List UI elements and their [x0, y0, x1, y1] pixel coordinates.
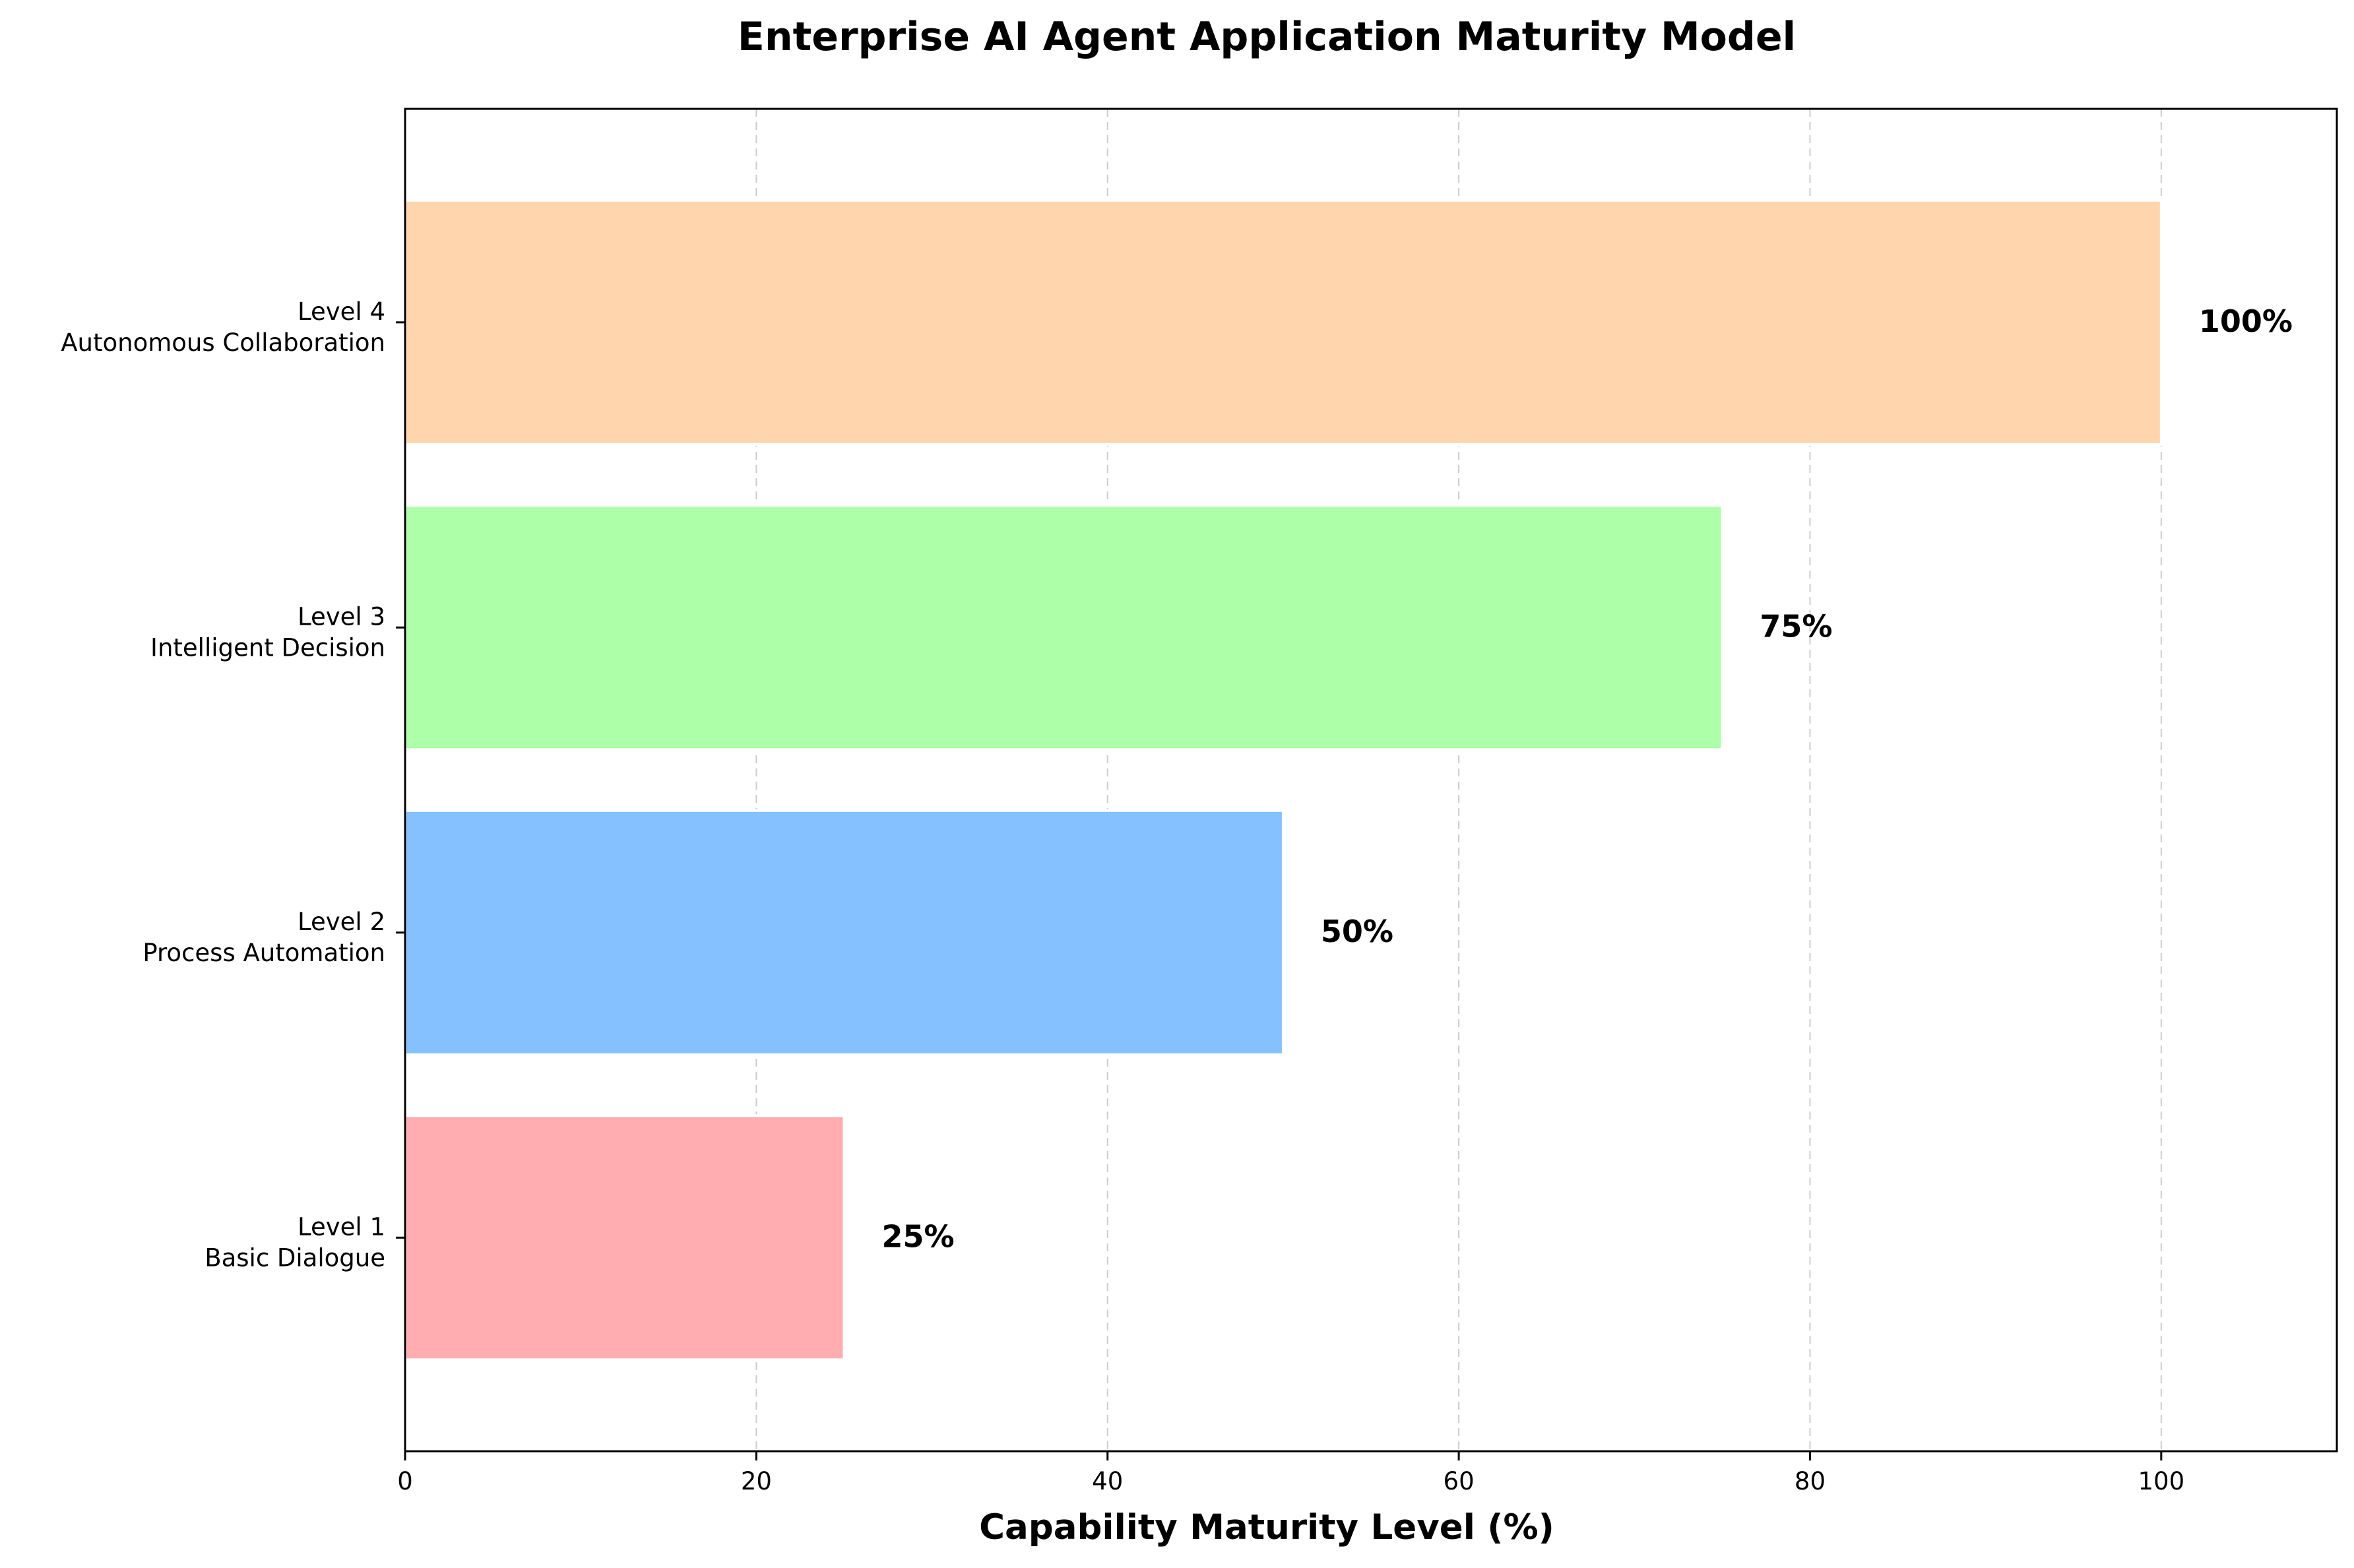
y-tick-label-stage: Intelligent Decision [150, 633, 385, 662]
x-tick-label: 100 [2138, 1467, 2185, 1495]
y-tick-label-stage: Autonomous Collaboration [61, 329, 385, 357]
x-tick-label: 0 [397, 1467, 413, 1495]
bars-layer [404, 199, 2163, 1362]
bar-level-4 [404, 199, 2163, 446]
y-tick-label-level: Level 2 [298, 908, 385, 936]
x-axis: 0 20 40 60 80 100 [397, 1451, 2184, 1495]
y-tick-label-stage: Process Automation [143, 939, 385, 967]
bar-level-3 [404, 504, 1724, 751]
value-labels-layer: 25% 50% 75% 100% [881, 303, 2292, 1255]
x-tick-label: 20 [741, 1467, 772, 1495]
value-label: 25% [881, 1218, 954, 1254]
value-label: 75% [1760, 608, 1832, 644]
x-axis-label: Capability Maturity Level (%) [979, 1507, 1554, 1548]
value-label: 100% [2199, 303, 2293, 339]
y-tick-label-stage: Basic Dialogue [205, 1243, 385, 1272]
chart-title: Enterprise AI Agent Application Maturity… [738, 14, 1796, 60]
value-label: 50% [1321, 914, 1393, 949]
x-tick-label: 60 [1444, 1467, 1475, 1495]
y-tick-label-level: Level 3 [298, 602, 385, 631]
y-tick-label-level: Level 1 [298, 1212, 385, 1241]
bar-level-1 [404, 1114, 846, 1362]
y-tick-label-level: Level 4 [298, 298, 385, 326]
x-tick-label: 80 [1795, 1467, 1826, 1495]
plot-frame [404, 108, 2338, 1453]
bar-level-2 [404, 809, 1285, 1056]
x-tick-label: 40 [1092, 1467, 1123, 1495]
